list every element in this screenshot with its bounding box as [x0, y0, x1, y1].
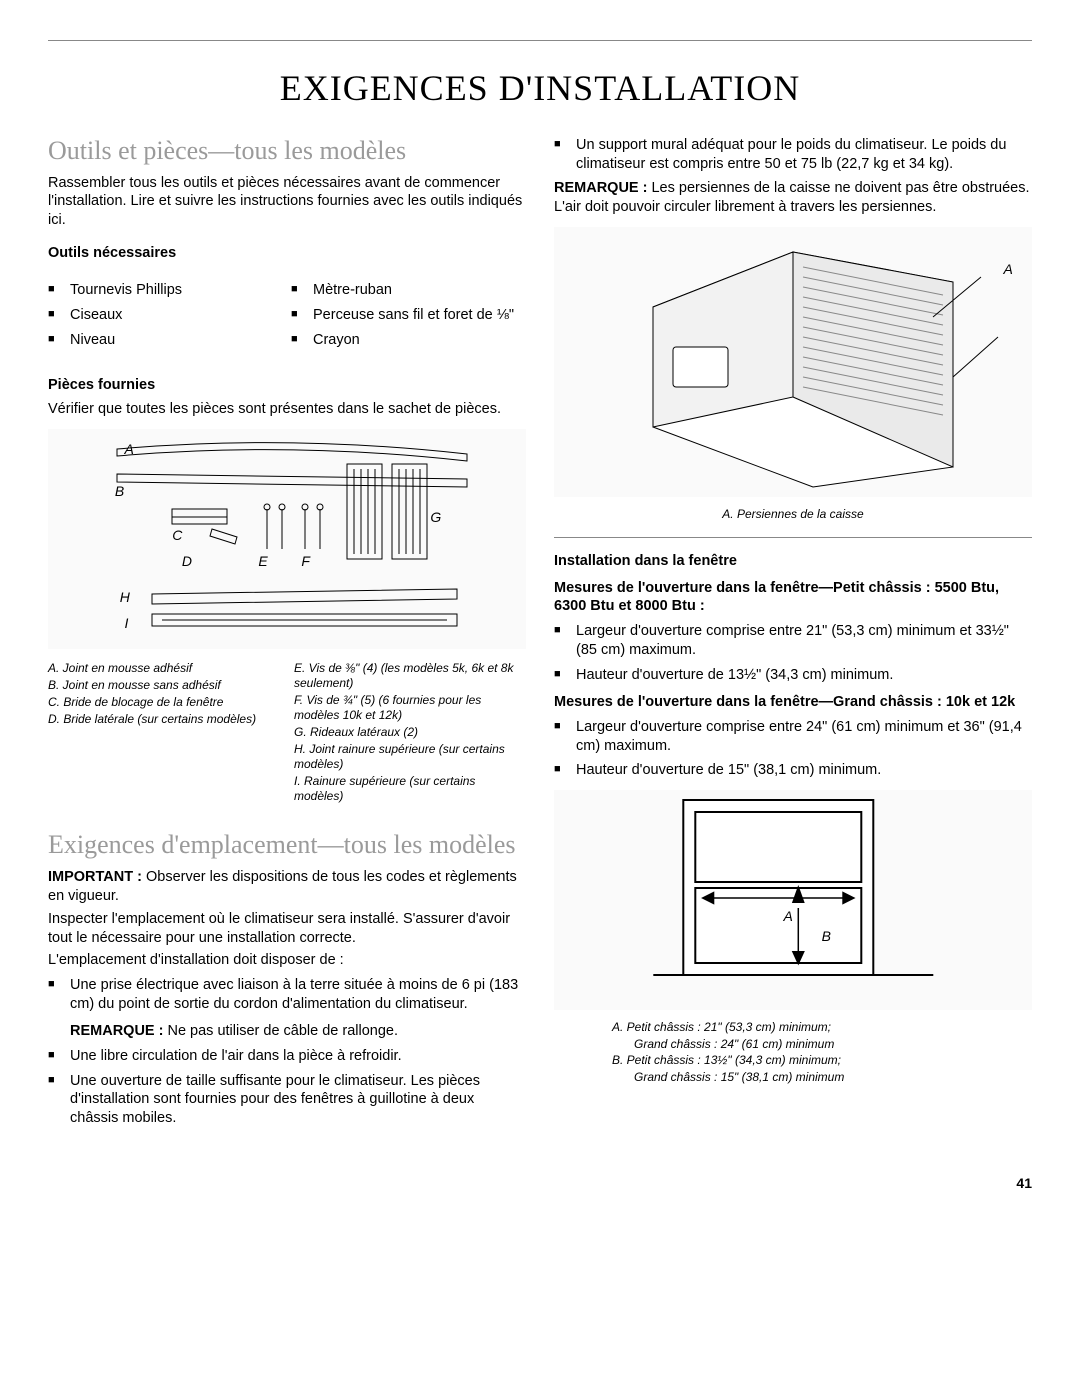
page-number: 41	[48, 1174, 1032, 1192]
unit-label-A: A	[1004, 260, 1013, 278]
legend-item: H. Joint rainure supérieure (sur certain…	[294, 742, 526, 772]
remarque-line: REMARQUE : Ne pas utiliser de câble de r…	[70, 1022, 526, 1041]
tools-intro: Rassembler tous les outils et pièces néc…	[48, 174, 526, 231]
tools-columns: Tournevis Phillips Ciseaux Niveau Mètre-…	[48, 269, 526, 362]
parts-legend: A. Joint en mousse adhésif B. Joint en m…	[48, 659, 526, 806]
list-item: Ciseaux	[48, 306, 283, 325]
window-figure: A B	[554, 790, 1032, 1010]
section-rule	[554, 537, 1032, 538]
list-item: Hauteur d'ouverture de 15" (38,1 cm) min…	[554, 761, 1032, 780]
tools-heading: Outils et pièces—tous les modèles	[48, 134, 526, 168]
tools-right-list: Mètre-ruban Perceuse sans fil et foret d…	[291, 275, 526, 356]
list-item: Une ouverture de taille suffisante pour …	[48, 1072, 526, 1129]
window-svg	[626, 790, 961, 1010]
small-chassis-heading: Mesures de l'ouverture dans la fenêtre—P…	[554, 579, 1032, 617]
part-label: A	[124, 440, 133, 458]
list-item: Largeur d'ouverture comprise entre 24" (…	[554, 718, 1032, 756]
part-label: H	[120, 588, 130, 606]
legend-item: E. Vis de ⅜" (4) (les modèles 5k, 6k et …	[294, 661, 526, 691]
location-bullets: Une prise électrique avec liaison à la t…	[48, 976, 526, 1128]
small-chassis-bullets: Largeur d'ouverture comprise entre 21" (…	[554, 622, 1032, 685]
left-column: Outils et pièces—tous les modèles Rassem…	[48, 130, 526, 1134]
remarque-line: REMARQUE : Les persiennes de la caisse n…	[554, 179, 1032, 217]
parts-figure: A B C D E F G H I	[48, 429, 526, 649]
tools-left-list: Tournevis Phillips Ciseaux Niveau	[48, 275, 283, 356]
legend-item: A. Joint en mousse adhésif	[48, 661, 280, 676]
legend-item: G. Rideaux latéraux (2)	[294, 725, 526, 740]
remarque-label: REMARQUE :	[554, 180, 647, 196]
tools-needed-heading: Outils nécessaires	[48, 244, 526, 263]
list-item: Tournevis Phillips	[48, 281, 283, 300]
part-label: F	[301, 552, 310, 570]
parts-intro: Vérifier que toutes les pièces sont prés…	[48, 400, 526, 419]
window-install-heading: Installation dans la fenêtre	[554, 552, 1032, 571]
inspect-text: Inspecter l'emplacement où le climatiseu…	[48, 910, 526, 948]
legend-item: I. Rainure supérieure (sur certains modè…	[294, 774, 526, 804]
part-label: D	[182, 552, 192, 570]
legend-item: D. Bride latérale (sur certains modèles)	[48, 712, 280, 727]
unit-caption: A. Persiennes de la caisse	[554, 507, 1032, 523]
list-item: Hauteur d'ouverture de 13½" (34,3 cm) mi…	[554, 666, 1032, 685]
window-label-A: A	[783, 907, 792, 925]
must-have-text: L'emplacement d'installation doit dispos…	[48, 951, 526, 970]
list-item: Un support mural adéquat pour le poids d…	[554, 136, 1032, 174]
caption-line: Grand châssis : 15" (38,1 cm) minimum	[612, 1070, 1032, 1086]
list-item: Largeur d'ouverture comprise entre 21" (…	[554, 622, 1032, 660]
location-heading: Exigences d'emplacement—tous les modèles	[48, 828, 526, 862]
parts-diagram-svg	[48, 429, 526, 649]
legend-item: C. Bride de blocage de la fenêtre	[48, 695, 280, 710]
top-rule	[48, 40, 1032, 41]
caption-line: A. Petit châssis : 21" (53,3 cm) minimum…	[612, 1020, 1032, 1036]
caption-line: B. Petit châssis : 13½" (34,3 cm) minimu…	[612, 1053, 1032, 1069]
large-chassis-heading: Mesures de l'ouverture dans la fenêtre—G…	[554, 693, 1032, 712]
parts-heading: Pièces fournies	[48, 376, 526, 395]
legend-item: B. Joint en mousse sans adhésif	[48, 678, 280, 693]
list-item: Niveau	[48, 331, 283, 350]
part-label: G	[430, 508, 441, 526]
list-item: Une libre circulation de l'air dans la p…	[48, 1047, 526, 1066]
part-label: B	[115, 482, 124, 500]
list-item: Perceuse sans fil et foret de ⅛"	[291, 306, 526, 325]
list-item: Crayon	[291, 331, 526, 350]
right-column: Un support mural adéquat pour le poids d…	[554, 130, 1032, 1134]
main-title: EXIGENCES D'INSTALLATION	[48, 65, 1032, 112]
part-label: I	[124, 614, 128, 632]
list-item: Une prise électrique avec liaison à la t…	[48, 976, 526, 1041]
window-caption: A. Petit châssis : 21" (53,3 cm) minimum…	[554, 1020, 1032, 1085]
important-label: IMPORTANT :	[48, 869, 142, 885]
caption-line: Grand châssis : 24" (61 cm) minimum	[612, 1037, 1032, 1053]
remarque-label: REMARQUE :	[70, 1023, 163, 1039]
remarque-text: Ne pas utiliser de câble de rallonge.	[167, 1023, 398, 1039]
legend-item: F. Vis de ¾" (5) (6 fournies pour les mo…	[294, 693, 526, 723]
two-column-layout: Outils et pièces—tous les modèles Rassem…	[48, 130, 1032, 1134]
part-label: E	[258, 552, 267, 570]
list-item: Mètre-ruban	[291, 281, 526, 300]
right-top-bullet: Un support mural adéquat pour le poids d…	[554, 136, 1032, 174]
part-label: C	[172, 526, 182, 544]
large-chassis-bullets: Largeur d'ouverture comprise entre 24" (…	[554, 718, 1032, 781]
ac-unit-svg	[554, 227, 1032, 497]
window-label-B: B	[822, 927, 831, 945]
unit-figure: A	[554, 227, 1032, 497]
important-line: IMPORTANT : Observer les dispositions de…	[48, 868, 526, 906]
bullet-text: Une prise électrique avec liaison à la t…	[70, 977, 518, 1012]
